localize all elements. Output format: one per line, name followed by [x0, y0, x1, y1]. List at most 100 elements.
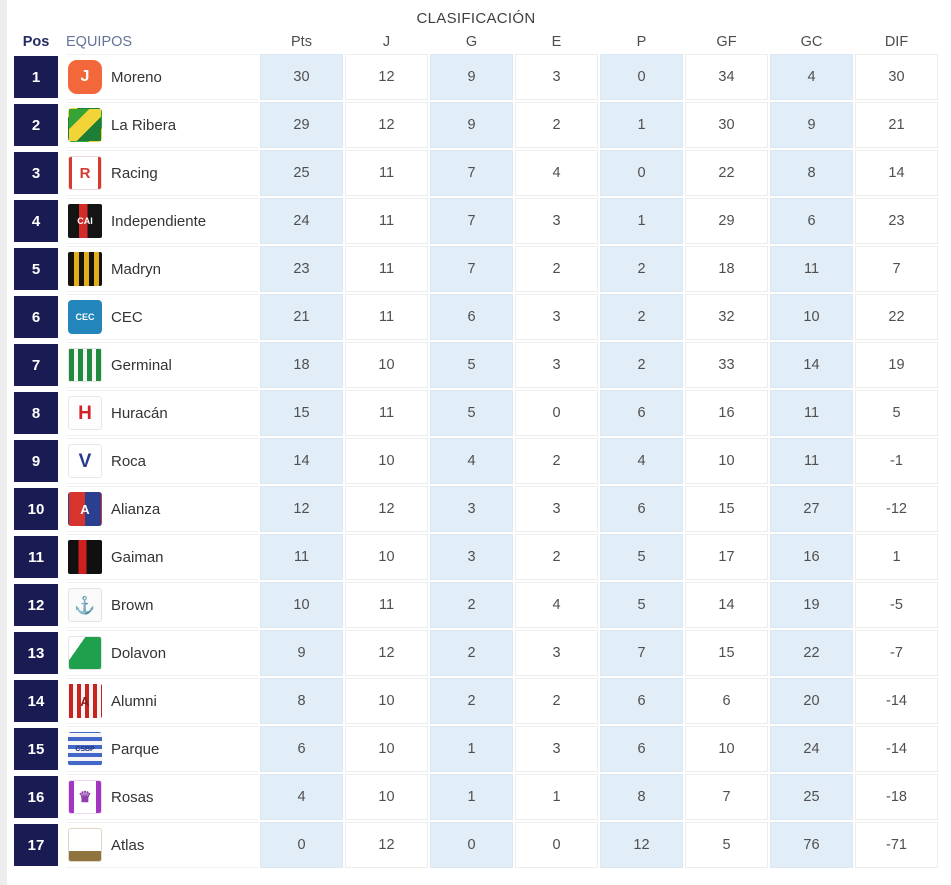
- stat-cell-e: 3: [515, 198, 598, 244]
- stat-cell-pts: 14: [260, 438, 343, 484]
- stat-cell-pts: 11: [260, 534, 343, 580]
- table-row: 2 La Ribera 29 12 9 2 1 30 9 21: [14, 102, 951, 148]
- stat-cell-gc: 25: [770, 774, 853, 820]
- column-header-pts: Pts: [291, 34, 312, 50]
- stat-cell-gc: 14: [770, 342, 853, 388]
- stat-cell-g: 5: [430, 390, 513, 436]
- position-badge: 2: [14, 104, 58, 146]
- column-header-pos: Pos: [22, 34, 50, 50]
- table-row: 17 Atlas 0 12 0 0 12 5 76 -71: [14, 822, 951, 868]
- team-cell: H Huracán: [66, 390, 258, 436]
- stat-cell-g: 2: [430, 630, 513, 676]
- stat-cell-pts: 29: [260, 102, 343, 148]
- table-header: Pos EQUIPOS Pts J G E P GF GC DIF: [14, 32, 951, 52]
- stat-cell-dif: 30: [855, 54, 938, 100]
- stat-cell-gf: 32: [685, 294, 768, 340]
- position-badge: 15: [14, 728, 58, 770]
- stat-cell-j: 12: [345, 54, 428, 100]
- stat-cell-gc: 22: [770, 630, 853, 676]
- team-name: Dolavon: [111, 644, 167, 662]
- stat-cell-gf: 14: [685, 582, 768, 628]
- stat-cell-p: 6: [600, 678, 683, 724]
- stat-cell-dif: 21: [855, 102, 938, 148]
- stat-cell-j: 10: [345, 438, 428, 484]
- stat-cell-e: 2: [515, 102, 598, 148]
- stat-cell-j: 10: [345, 678, 428, 724]
- stat-cell-pts: 8: [260, 678, 343, 724]
- position-badge: 8: [14, 392, 58, 434]
- stat-cell-g: 3: [430, 486, 513, 532]
- stat-cell-gf: 6: [685, 678, 768, 724]
- team-name: Germinal: [111, 356, 172, 374]
- team-cell: La Ribera: [66, 102, 258, 148]
- table-row: 7 Germinal 18 10 5 3 2 33 14 19: [14, 342, 951, 388]
- team-logo-icon: CAI: [68, 204, 102, 238]
- stat-cell-e: 3: [515, 486, 598, 532]
- stat-cell-g: 5: [430, 342, 513, 388]
- position-badge: 10: [14, 488, 58, 530]
- table-row: 1 J Moreno 30 12 9 3 0 34 4 30: [14, 54, 951, 100]
- table-row: 12 ⚓ Brown 10 11 2 4 5 14 19 -5: [14, 582, 951, 628]
- team-cell: R Racing: [66, 150, 258, 196]
- team-cell: CAI Independiente: [66, 198, 258, 244]
- team-cell: A Alumni: [66, 678, 258, 724]
- stat-cell-g: 4: [430, 438, 513, 484]
- stat-cell-dif: -5: [855, 582, 938, 628]
- team-name: Madryn: [111, 260, 162, 278]
- stat-cell-gc: 11: [770, 390, 853, 436]
- stat-cell-pts: 9: [260, 630, 343, 676]
- stat-cell-pts: 18: [260, 342, 343, 388]
- stat-cell-g: 1: [430, 726, 513, 772]
- table-row: 13 Dolavon 9 12 2 3 7 15 22 -7: [14, 630, 951, 676]
- stat-cell-gc: 10: [770, 294, 853, 340]
- stat-cell-e: 2: [515, 678, 598, 724]
- stat-cell-e: 4: [515, 150, 598, 196]
- team-cell: V Roca: [66, 438, 258, 484]
- table-row: 14 A Alumni 8 10 2 2 6 6 20 -14: [14, 678, 951, 724]
- stat-cell-e: 3: [515, 342, 598, 388]
- position-badge: 14: [14, 680, 58, 722]
- team-logo-icon: ⚓: [68, 588, 102, 622]
- stat-cell-dif: 7: [855, 246, 938, 292]
- stat-cell-gc: 76: [770, 822, 853, 868]
- table-row: 9 V Roca 14 10 4 2 4 10 11 -1: [14, 438, 951, 484]
- stat-cell-g: 2: [430, 678, 513, 724]
- stat-cell-g: 7: [430, 198, 513, 244]
- stat-cell-e: 0: [515, 390, 598, 436]
- stat-cell-gf: 15: [685, 630, 768, 676]
- position-badge: 13: [14, 632, 58, 674]
- column-header-dif: DIF: [884, 34, 909, 50]
- stat-cell-pts: 0: [260, 822, 343, 868]
- stat-cell-e: 3: [515, 294, 598, 340]
- stat-cell-p: 1: [600, 198, 683, 244]
- stat-cell-pts: 12: [260, 486, 343, 532]
- team-logo-icon: R: [68, 156, 102, 190]
- stat-cell-j: 12: [345, 630, 428, 676]
- column-header-e: E: [551, 34, 562, 50]
- team-logo-icon: [68, 636, 102, 670]
- stat-cell-p: 7: [600, 630, 683, 676]
- position-badge: 7: [14, 344, 58, 386]
- table-row: 10 A Alianza 12 12 3 3 6 15 27 -12: [14, 486, 951, 532]
- column-header-gc: GC: [800, 34, 823, 50]
- stat-cell-e: 3: [515, 726, 598, 772]
- stat-cell-gf: 34: [685, 54, 768, 100]
- stat-cell-p: 5: [600, 534, 683, 580]
- stat-cell-gf: 18: [685, 246, 768, 292]
- stat-cell-dif: -14: [855, 726, 938, 772]
- stat-cell-g: 9: [430, 102, 513, 148]
- stat-cell-g: 2: [430, 582, 513, 628]
- stat-cell-gc: 11: [770, 246, 853, 292]
- stat-cell-p: 8: [600, 774, 683, 820]
- stat-cell-p: 6: [600, 486, 683, 532]
- stat-cell-p: 2: [600, 246, 683, 292]
- team-logo-icon: [68, 828, 102, 862]
- page-title: CLASIFICACIÓN: [416, 10, 536, 27]
- position-badge: 4: [14, 200, 58, 242]
- stat-cell-dif: -18: [855, 774, 938, 820]
- team-name: Brown: [111, 596, 154, 614]
- team-cell: Atlas: [66, 822, 258, 868]
- stat-cell-dif: 23: [855, 198, 938, 244]
- stat-cell-g: 3: [430, 534, 513, 580]
- stat-cell-j: 11: [345, 390, 428, 436]
